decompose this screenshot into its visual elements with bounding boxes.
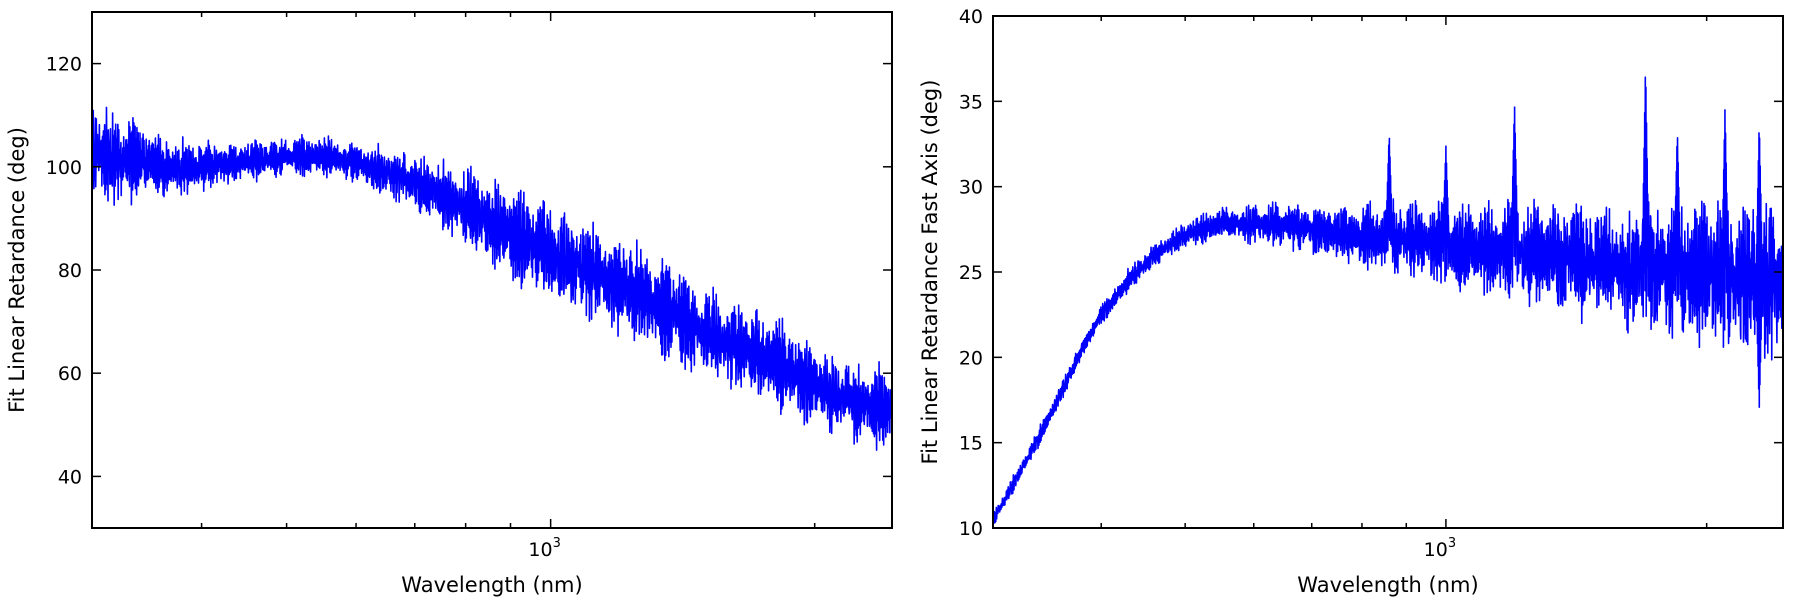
x-tick-label: 103 — [528, 536, 560, 561]
chart-right-ylabel: Fit Linear Retardance Fast Axis (deg) — [918, 80, 942, 465]
chart-left-y-ticks: 40 60 80 100 120 — [46, 54, 892, 488]
chart-right-series-line — [992, 76, 1784, 524]
y-tick-label: 120 — [46, 54, 82, 76]
x-tick-label: 103 — [1424, 536, 1456, 561]
y-tick-label: 25 — [959, 262, 983, 284]
y-tick-label: 35 — [959, 91, 983, 113]
y-tick-label: 15 — [959, 433, 983, 455]
y-tick-label: 100 — [46, 157, 82, 179]
y-tick-label: 20 — [959, 347, 983, 369]
chart-right-y-ticks: 10 15 20 25 30 35 40 — [959, 6, 1783, 540]
y-tick-label: 80 — [58, 260, 82, 282]
y-tick-label: 60 — [58, 363, 82, 385]
y-tick-label: 40 — [959, 6, 983, 28]
chart-left: 103 40 60 80 100 120 Wavelength (nm) Fit Lin… — [5, 11, 893, 597]
chart-right-x-ticks: 103 — [992, 16, 1708, 561]
chart-left-ylabel: Fit Linear Retardance (deg) — [5, 127, 29, 413]
chart-right: 103 10 15 20 25 30 35 40 Wavelength (nm) Fit L… — [918, 6, 1784, 597]
chart-left-xlabel: Wavelength (nm) — [401, 573, 582, 597]
chart-left-frame — [91, 11, 893, 529]
y-tick-label: 30 — [959, 177, 983, 199]
chart-left-series-line — [91, 106, 893, 451]
chart-right-xlabel: Wavelength (nm) — [1297, 573, 1478, 597]
y-tick-label: 10 — [959, 518, 983, 540]
y-tick-label: 40 — [58, 466, 82, 488]
chart-left-x-ticks: 103 — [91, 12, 816, 561]
